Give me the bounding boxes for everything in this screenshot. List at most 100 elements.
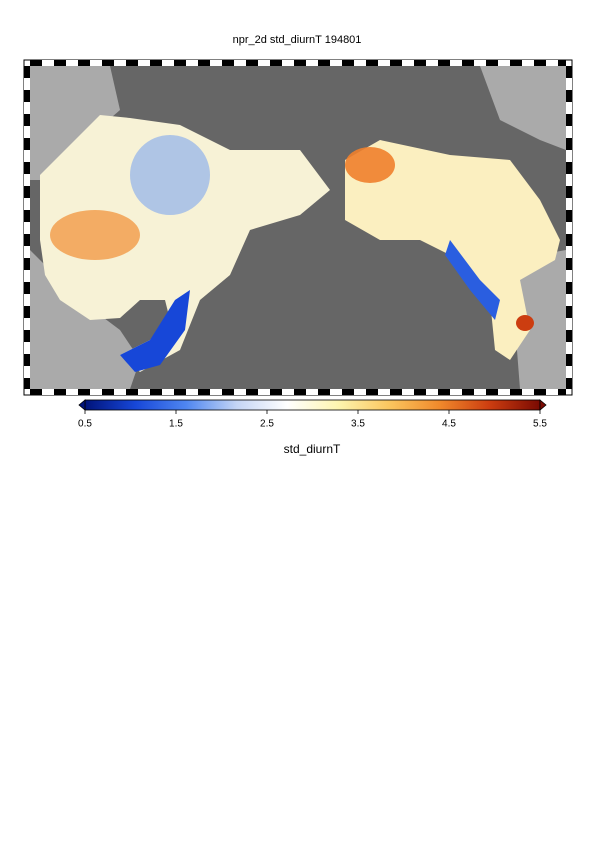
- frame-check: [462, 60, 474, 66]
- frame-check: [78, 389, 90, 395]
- frame-check: [354, 389, 366, 395]
- frame-check: [354, 60, 366, 66]
- frame-check: [566, 126, 572, 138]
- frame-check: [222, 60, 234, 66]
- frame-check: [24, 186, 30, 198]
- frame-check: [270, 60, 282, 66]
- colorbar-body: [84, 399, 541, 411]
- frame-check: [566, 258, 572, 270]
- frame-check: [270, 389, 282, 395]
- colorbar-tick-label: 3.5: [351, 419, 365, 430]
- frame-check: [246, 389, 258, 395]
- frame-check: [24, 306, 30, 318]
- frame-check: [246, 60, 258, 66]
- frame-check: [24, 66, 30, 78]
- frame-check: [534, 389, 546, 395]
- frame-check: [566, 186, 572, 198]
- frame-check: [566, 270, 572, 282]
- field-asia: [40, 115, 330, 372]
- frame-check: [210, 389, 222, 395]
- frame-check: [198, 60, 210, 66]
- frame-check: [486, 60, 498, 66]
- land-asia: [30, 66, 140, 389]
- frame-check: [566, 150, 572, 162]
- frame-check: [24, 342, 30, 354]
- frame-check: [282, 389, 294, 395]
- frame-check: [566, 66, 572, 78]
- frame-check: [510, 60, 522, 66]
- frame-check: [306, 389, 318, 395]
- frame-check: [330, 389, 342, 395]
- colorbar-tick-label: 4.5: [442, 419, 456, 430]
- colorbar-tick-label: 2.5: [260, 419, 274, 430]
- frame-check: [282, 60, 294, 66]
- frame-check: [126, 389, 138, 395]
- frame-check: [222, 389, 234, 395]
- frame-check: [162, 389, 174, 395]
- frame-check: [318, 389, 330, 395]
- frame-check: [318, 60, 330, 66]
- frame-check: [24, 138, 30, 150]
- field-warm: [516, 315, 534, 331]
- colorbar-extend: [539, 399, 547, 411]
- frame-check: [390, 389, 402, 395]
- frame-check: [414, 60, 426, 66]
- frame-check: [566, 306, 572, 318]
- frame-check: [138, 60, 150, 66]
- frame-check: [90, 60, 102, 66]
- frame-check: [150, 389, 162, 395]
- frame-check: [186, 389, 198, 395]
- frame-check: [566, 162, 572, 174]
- field-cool: [445, 240, 500, 320]
- frame-check: [162, 60, 174, 66]
- frame-check: [566, 330, 572, 342]
- frame-check: [24, 330, 30, 342]
- frame-check: [24, 102, 30, 114]
- field-cool: [130, 135, 210, 215]
- frame-check: [566, 294, 572, 306]
- frame-check: [24, 366, 30, 378]
- colorbar-label: std_diurnT: [284, 442, 341, 456]
- frame-check: [30, 60, 42, 66]
- frame-check: [566, 318, 572, 330]
- frame-check: [534, 60, 546, 66]
- frame-check: [306, 60, 318, 66]
- field-warm: [50, 210, 140, 260]
- frame-check: [558, 389, 566, 395]
- frame-check: [402, 60, 414, 66]
- frame-check: [258, 389, 270, 395]
- frame-check: [438, 389, 450, 395]
- frame-check: [24, 318, 30, 330]
- frame-check: [42, 389, 54, 395]
- frame-check: [90, 389, 102, 395]
- frame-checks: [24, 60, 572, 395]
- frame-check: [138, 389, 150, 395]
- frame-check: [378, 389, 390, 395]
- frame-check: [546, 60, 558, 66]
- frame-check: [24, 126, 30, 138]
- frame-check: [342, 389, 354, 395]
- frame-check: [234, 60, 246, 66]
- frame-check: [258, 60, 270, 66]
- frame-check: [24, 258, 30, 270]
- frame-check: [102, 60, 114, 66]
- frame-check: [390, 60, 402, 66]
- field-warm: [345, 147, 395, 183]
- frame-check: [366, 389, 378, 395]
- frame-check: [426, 389, 438, 395]
- frame-check: [24, 234, 30, 246]
- frame-check: [566, 114, 572, 126]
- frame-check: [498, 60, 510, 66]
- frame-check: [114, 389, 126, 395]
- frame-check: [342, 60, 354, 66]
- frame-check: [174, 60, 186, 66]
- frame-check: [558, 60, 566, 66]
- frame-check: [486, 389, 498, 395]
- frame-check: [294, 389, 306, 395]
- frame-check: [474, 389, 486, 395]
- frame-check: [126, 60, 138, 66]
- frame-check: [54, 389, 66, 395]
- frame-check: [566, 78, 572, 90]
- frame-check: [42, 60, 54, 66]
- frame-check: [24, 198, 30, 210]
